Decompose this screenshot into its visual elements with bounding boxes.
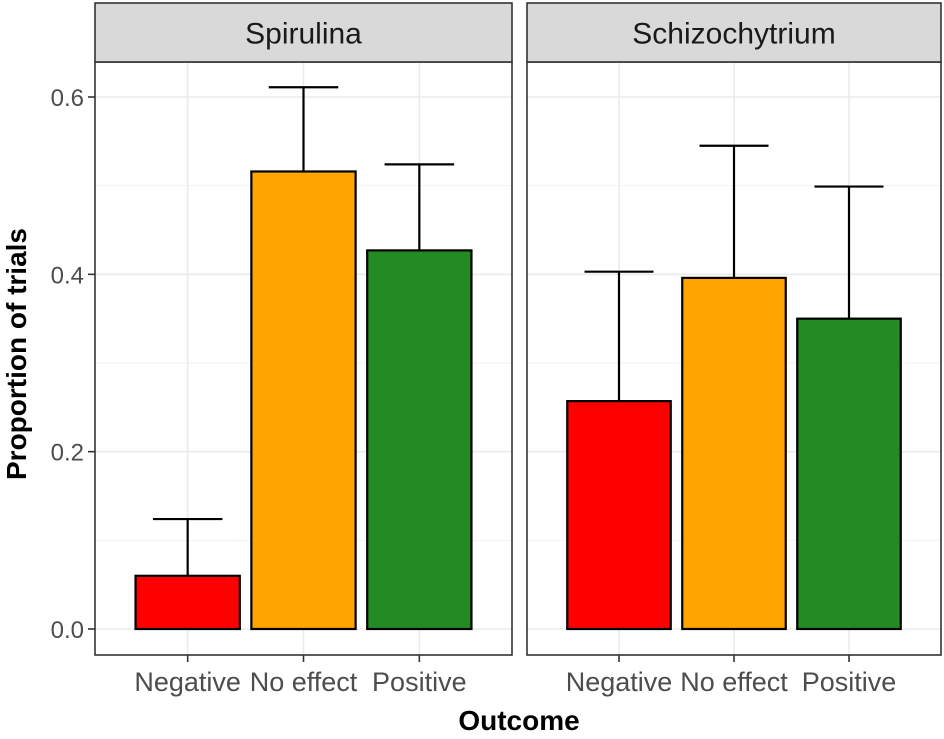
- facet-title-spirulina: Spirulina: [245, 18, 362, 51]
- x-tick-label-negative: Negative: [566, 667, 673, 697]
- facet-strip-spirulina: [94, 2, 513, 63]
- facet-strip-schizochytrium: [526, 2, 942, 63]
- bar-spirulina-negative: [134, 574, 241, 631]
- frame-layer: [88, 2, 942, 662]
- bar-schizochytrium-positive: [796, 317, 902, 631]
- y-tick-label: 0.6: [51, 85, 84, 112]
- y-tick-label: 0.2: [51, 440, 84, 467]
- x-axis-title: Outcome: [458, 705, 579, 734]
- x-tick-label-no-effect: No effect: [680, 667, 788, 697]
- x-tick-label-negative: Negative: [134, 667, 241, 697]
- y-axis-title: Proportion of trials: [1, 228, 32, 480]
- bar-schizochytrium-no-effect: [681, 276, 787, 631]
- y-tick-label: 0.4: [51, 262, 84, 289]
- x-tick-label-positive: Positive: [802, 667, 897, 697]
- bar-schizochytrium-negative: [566, 400, 672, 631]
- x-tick-label-no-effect: No effect: [250, 667, 358, 697]
- facet-title-schizochytrium: Schizochytrium: [632, 18, 835, 51]
- bar-layer: [134, 86, 902, 631]
- y-tick-label: 0.0: [51, 617, 84, 644]
- bar-spirulina-positive: [366, 249, 473, 631]
- bar-spirulina-no-effect: [250, 170, 357, 631]
- label-layer: Negative No effect PositiveSpirulinaNegati…: [51, 18, 897, 698]
- x-tick-label-positive: Positive: [372, 667, 467, 697]
